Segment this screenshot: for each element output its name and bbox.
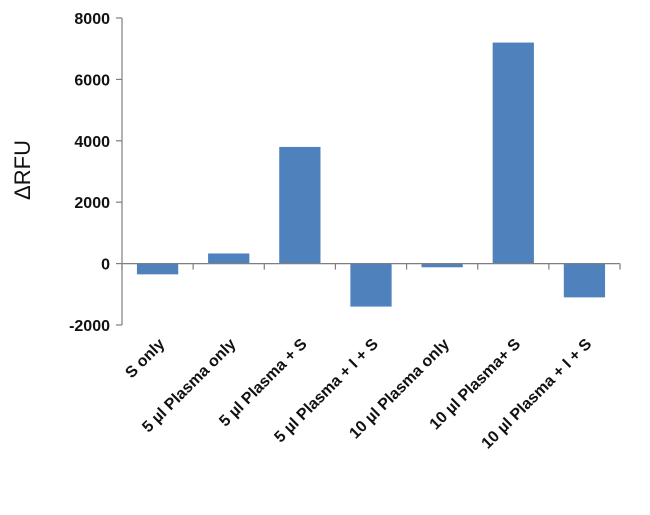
y-tick-label: 6000 <box>74 72 110 89</box>
y-tick-label: 2000 <box>74 195 110 212</box>
axes <box>116 17 621 326</box>
bar-7 <box>563 263 606 298</box>
y-tick-label: 8000 <box>74 11 110 28</box>
bars <box>136 42 606 307</box>
bar-6 <box>492 42 534 264</box>
y-axis-ticks: 8000 6000 4000 2000 0 -2000 <box>69 11 110 335</box>
y-tick-label: 0 <box>101 257 110 274</box>
y-tick-label: 4000 <box>74 134 110 151</box>
x-tick-label: S only <box>122 336 168 382</box>
bar-3 <box>279 146 321 264</box>
bar-1 <box>136 263 179 275</box>
y-tick-label: -2000 <box>69 318 110 335</box>
bar-4 <box>350 263 392 307</box>
y-axis-title: ΔRFU <box>10 140 35 200</box>
bar-5 <box>421 263 463 268</box>
bar-2 <box>208 253 250 264</box>
